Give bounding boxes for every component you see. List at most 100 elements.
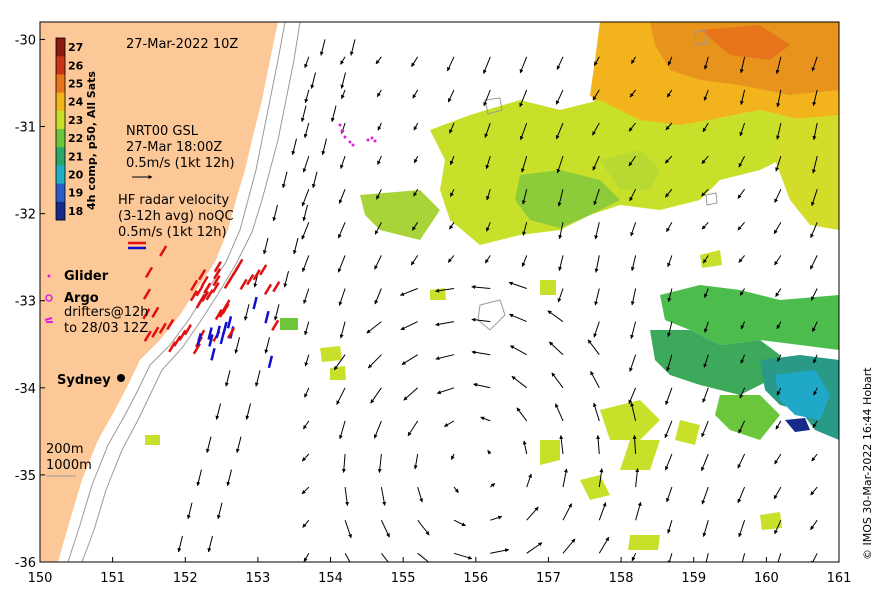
gsl-arrow [777,553,782,562]
gsl-arrow [381,552,389,562]
gsl-arrow [630,402,637,422]
gsl-arrow [435,321,455,327]
hf-radar-arrow [214,308,223,321]
gsl-title: NRT00 GSL [126,124,199,139]
gsl-arrow [273,304,280,321]
glider-label: Glider [64,269,109,284]
gsl-arrow [370,387,382,404]
gsl-arrow [592,122,600,136]
gsl-arrow [403,387,419,401]
gsl-arrow [486,222,491,232]
hf-radar-arrow [203,282,212,294]
gsl-arrow [349,39,356,56]
gsl-arrow [702,387,709,403]
gsl-arrow [340,72,346,89]
gsl-arrow [509,345,527,356]
gsl-arrow [598,536,610,554]
x-tick-label: 156 [463,571,488,586]
gsl-arrow [598,502,607,521]
hf-radar-arrow [259,264,268,276]
gsl-arrow [281,171,288,189]
gsl-arrow [301,222,310,240]
gsl-arrow [587,339,600,356]
gsl-arrow [443,420,455,427]
gsl-arrow [812,420,818,429]
hf-radar-arrow [159,245,168,257]
gsl-arrow [810,288,818,301]
gsl-arrow [413,453,419,470]
hf-radar-arrow [144,266,154,279]
gsl-arrow [738,155,746,168]
hf-radar-arrow [142,308,151,320]
gsl-arrow [311,171,318,189]
gsl-arrow [490,548,510,554]
hf-radar-arrow [263,283,273,296]
hf-radar-arrow [211,281,220,294]
colorbar-label: 24 [68,96,84,109]
gsl-arrow [234,337,240,354]
gsl-arrow [374,288,382,305]
gsl-arrow [666,89,673,98]
gsl-arrow [522,222,528,236]
colorbar-swatch [56,201,65,221]
hf-radar-arrow [205,289,214,301]
gsl-arrow [774,188,782,203]
gsl-arrow [339,321,346,339]
gsl-arrow [485,155,491,170]
hf-radar-arrow [197,293,206,306]
x-tick-label: 158 [609,571,634,586]
gsl-arrow [292,237,299,255]
gsl-arrow [555,89,564,105]
gsl-arrow [453,552,473,560]
gsl-arrow [490,515,503,521]
sydney-marker [117,374,125,382]
gsl-arrow [511,375,528,389]
gsl-arrow [667,56,673,66]
gsl-current-arrows [177,39,818,562]
gsl-arrow [516,407,528,422]
gsl-arrow [302,255,310,273]
gsl-arrow [243,304,250,321]
gsl-arrow [526,506,539,521]
gsl-arrow [435,288,455,293]
y-tick-label: -36 [15,556,36,571]
gsl-arrow [509,313,527,323]
gsl-arrow [338,420,346,440]
y-tick-label: -32 [15,208,36,223]
gsl-arrow [436,387,455,395]
gsl-arrow [519,56,528,74]
gsl-arrow [508,281,527,289]
y-tick-label: -30 [15,33,36,48]
gsl-arrow [811,189,818,207]
drifter-marker [44,317,53,323]
colorbar-label: 27 [68,41,83,54]
gsl-arrow [447,255,455,263]
hf-radar-arrow [264,310,270,324]
gsl-arrow [702,520,709,537]
gsl-arrow [303,553,310,562]
hf-radar-arrow [158,322,167,334]
gsl-arrow [410,255,419,266]
gsl-arrow [411,222,419,231]
hf-radar-arrow [151,306,160,318]
gsl-arrow [739,89,746,105]
hf-radar-arrow [200,275,209,288]
credit-text: © IMOS 30-Mar-2022 16:44 Hobart [861,367,874,560]
map-date-title: 27-Mar-2022 10Z [126,37,238,52]
gsl-arrow [336,387,346,405]
gsl-arrow [207,535,213,553]
gsl-arrow [449,222,455,230]
gsl-arrow [740,321,746,330]
gsl-arrow [667,288,673,303]
gsl-arrow [301,486,310,495]
gsl-arrow [812,321,818,332]
gsl-arrow [417,552,433,562]
colorbar-label: 20 [68,169,84,182]
gsl-arrow [776,321,782,330]
gsl-arrow [812,89,818,107]
gsl-arrow [453,486,459,494]
gsl-arrow [283,270,289,288]
gsl-arrow [590,370,600,389]
gsl-arrow [700,453,709,472]
hf-radar-arrow [212,275,221,287]
